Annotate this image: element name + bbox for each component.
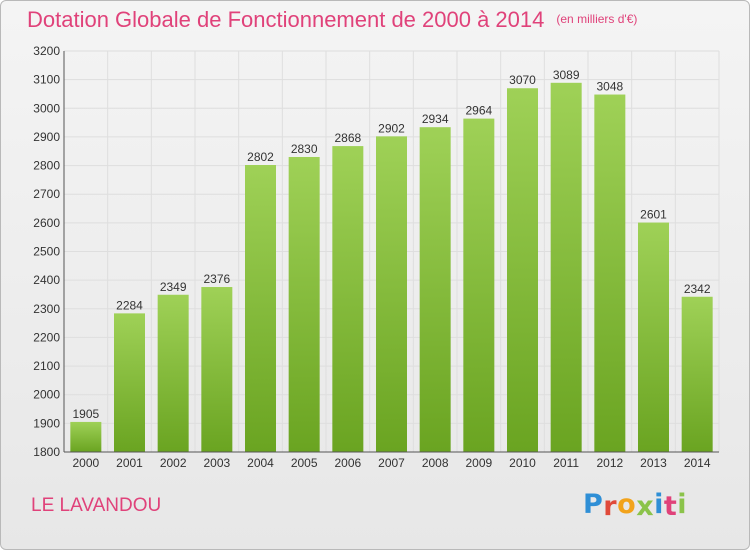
bar-value-label: 2934 <box>422 112 449 126</box>
bar-value-label: 2830 <box>291 142 318 156</box>
x-tick-label: 2010 <box>509 456 536 470</box>
bar-value-label: 1905 <box>72 407 99 421</box>
x-tick-label: 2014 <box>684 456 711 470</box>
bar-value-label: 2349 <box>160 280 187 294</box>
y-tick-label: 2500 <box>33 245 60 259</box>
y-tick-label: 2900 <box>33 130 60 144</box>
proxiti-logo: Proxiti <box>583 489 688 522</box>
bar-value-label: 2868 <box>334 131 361 145</box>
x-tick-label: 2005 <box>291 456 318 470</box>
bar <box>507 88 538 452</box>
y-tick-label: 3000 <box>33 101 60 115</box>
x-tick-label: 2004 <box>247 456 274 470</box>
bar <box>550 82 582 452</box>
x-tick-label: 2008 <box>422 456 449 470</box>
y-tick-label: 2700 <box>33 187 60 201</box>
x-tick-label: 2000 <box>72 456 99 470</box>
x-tick-label: 2013 <box>640 456 667 470</box>
axes: 1800 1900 2000 2100 2200 2300 2400 2500 2600 2700… <box>33 44 719 470</box>
bar-value-label: 2376 <box>203 272 230 286</box>
x-tick-label: 2006 <box>334 456 361 470</box>
logo-letter: r <box>603 491 618 522</box>
chart-title-text: Dotation Globale de Fonctionnement de 20… <box>27 7 545 32</box>
bar-value-label: 2284 <box>116 298 143 312</box>
bar <box>419 127 451 452</box>
bar <box>594 94 626 452</box>
bar-value-label: 3070 <box>509 73 536 87</box>
y-tick-label: 2600 <box>33 216 60 230</box>
bar <box>245 164 276 452</box>
bar-value-label: 2601 <box>640 208 667 222</box>
y-tick-label: 2000 <box>33 388 60 402</box>
logo-letter: t <box>663 491 678 522</box>
x-tick-label: 2003 <box>203 456 230 470</box>
logo-letter: i <box>677 489 688 520</box>
logo-letter: o <box>617 489 637 520</box>
y-tick-label: 3100 <box>33 73 60 87</box>
commune-name: LE LAVANDOU <box>31 495 162 516</box>
bar <box>70 421 102 452</box>
x-tick-label: 2012 <box>596 456 623 470</box>
x-tick-label: 2009 <box>465 456 492 470</box>
bar <box>201 287 233 452</box>
bar-value-label: 2902 <box>378 121 405 135</box>
bar-value-label: 2802 <box>247 150 274 164</box>
y-tick-label: 2200 <box>33 330 60 344</box>
bar <box>638 222 669 452</box>
bar <box>114 313 145 452</box>
bar-value-label: 3089 <box>553 68 580 82</box>
unit-note: (en milliers d'€) <box>556 12 638 26</box>
logo-letter: x <box>636 491 655 522</box>
bar <box>157 294 189 452</box>
logo-letter: P <box>583 489 604 520</box>
y-tick-label: 1900 <box>33 416 60 430</box>
x-tick-label: 2002 <box>160 456 187 470</box>
y-tick-label: 2800 <box>33 159 60 173</box>
bar-value-label: 3048 <box>596 80 623 94</box>
chart-title: Dotation Globale de Fonctionnement de 20… <box>27 7 637 33</box>
bar-value-label: 2342 <box>684 282 711 296</box>
bar <box>376 136 407 452</box>
bar-value-label: 2964 <box>465 104 492 118</box>
x-tick-label: 2007 <box>378 456 405 470</box>
x-tick-label: 2011 <box>553 456 579 470</box>
bar <box>681 296 713 452</box>
bar <box>332 146 364 452</box>
y-tick-label: 3200 <box>33 44 60 58</box>
x-tick-label: 2001 <box>116 456 143 470</box>
y-tick-label: 2300 <box>33 302 60 316</box>
logo-letter: i <box>654 489 664 520</box>
bar <box>288 156 320 452</box>
y-tick-label: 2400 <box>33 273 60 287</box>
bars: 1905 2284 2349 2376 2802 2830 2868 2902 2934 2964… <box>70 68 713 453</box>
bar <box>463 118 495 453</box>
y-tick-label: 2100 <box>33 359 60 373</box>
y-tick-label: 1800 <box>33 445 60 459</box>
